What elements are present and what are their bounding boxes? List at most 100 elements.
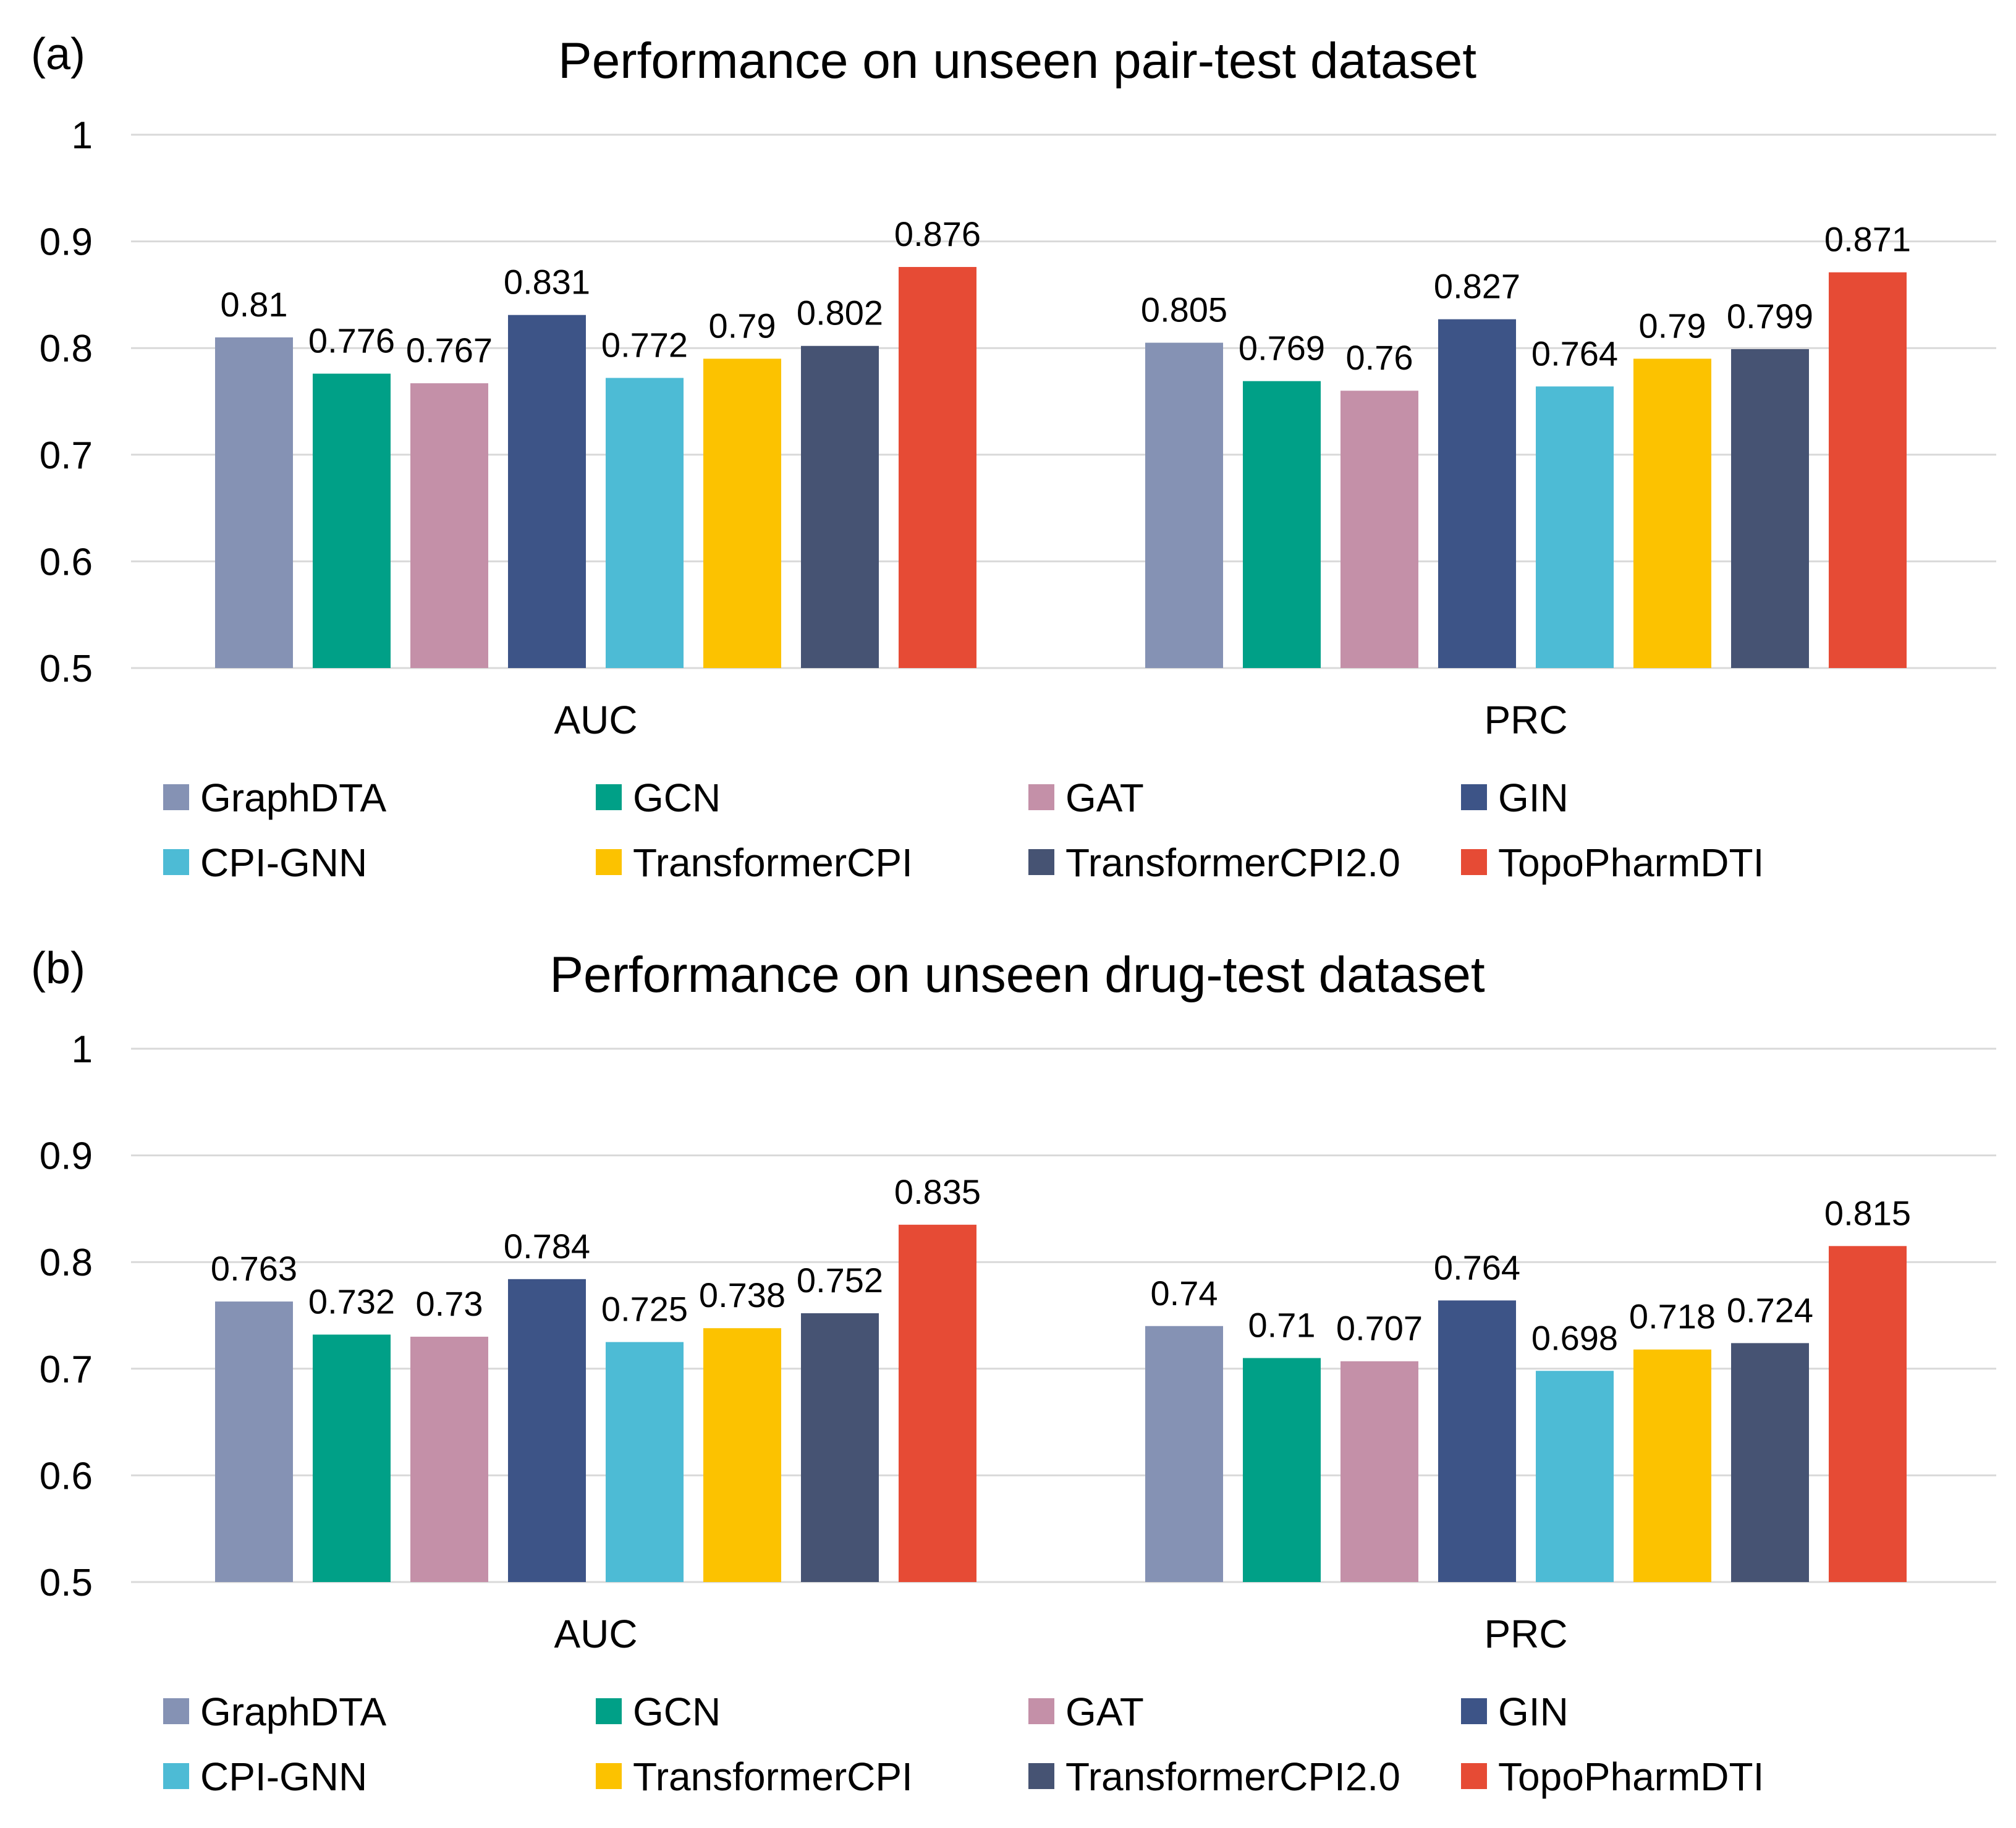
bar — [313, 1334, 391, 1582]
bar — [1438, 1300, 1516, 1582]
bar — [1731, 1343, 1809, 1582]
y-tick-label: 0.8 — [40, 1242, 93, 1284]
y-tick-label: 0.5 — [40, 1562, 93, 1604]
legend-label: GAT — [1065, 776, 1144, 820]
legend-swatch — [163, 1763, 189, 1789]
bar — [1536, 1371, 1614, 1582]
y-tick-label: 0.7 — [40, 1348, 93, 1391]
data-label: 0.71 — [1248, 1306, 1316, 1345]
legend-swatch — [163, 849, 189, 875]
legend-label: GIN — [1498, 1690, 1569, 1734]
category-label: PRC — [1484, 1612, 1567, 1656]
data-label: 0.802 — [797, 294, 883, 332]
legend-label: GraphDTA — [200, 776, 386, 820]
data-label: 0.74 — [1151, 1274, 1218, 1313]
data-label: 0.799 — [1727, 297, 1813, 336]
data-label: 0.732 — [308, 1282, 395, 1321]
data-label: 0.76 — [1346, 338, 1413, 377]
bar — [1243, 1358, 1321, 1582]
bar — [703, 358, 781, 668]
legend-label: CPI-GNN — [200, 1754, 367, 1799]
data-label: 0.763 — [211, 1249, 297, 1288]
data-label: 0.764 — [1531, 334, 1618, 373]
y-tick-label: 0.8 — [40, 328, 93, 370]
data-label: 0.769 — [1239, 329, 1325, 368]
bar — [410, 383, 488, 668]
category-label: PRC — [1484, 698, 1567, 742]
bar — [1536, 386, 1614, 668]
bar — [1340, 1361, 1418, 1582]
data-label: 0.81 — [221, 285, 288, 324]
legend-swatch — [596, 784, 622, 810]
data-label: 0.876 — [894, 214, 981, 253]
data-label: 0.871 — [1824, 220, 1911, 259]
data-label: 0.79 — [709, 306, 776, 345]
legend-swatch — [1028, 849, 1054, 875]
data-label: 0.784 — [504, 1227, 590, 1266]
y-tick-label: 1 — [72, 1028, 93, 1071]
chart-title: Performance on unseen drug-test dataset — [549, 947, 1485, 1003]
bar — [1340, 391, 1418, 668]
legend-label: CPI-GNN — [200, 840, 367, 885]
data-label: 0.805 — [1141, 290, 1227, 329]
bar — [1243, 381, 1321, 668]
bar — [1438, 319, 1516, 668]
y-tick-label: 0.7 — [40, 434, 93, 477]
legend-label: GCN — [633, 776, 721, 820]
bar — [313, 373, 391, 668]
bar — [801, 1313, 879, 1582]
data-label: 0.764 — [1434, 1248, 1520, 1287]
data-label: 0.724 — [1727, 1290, 1813, 1329]
legend-swatch — [1461, 1763, 1487, 1789]
bar — [215, 337, 293, 668]
data-label: 0.718 — [1629, 1297, 1716, 1336]
bar — [1145, 342, 1223, 668]
bar — [606, 1342, 684, 1582]
bar — [1145, 1326, 1223, 1582]
y-tick-label: 0.6 — [40, 1455, 93, 1497]
chart-panel-a: (a) Performance on unseen pair-test data… — [31, 30, 1996, 885]
bar — [1633, 358, 1711, 668]
legend-swatch — [1461, 849, 1487, 875]
data-label: 0.752 — [797, 1261, 883, 1300]
y-tick-label: 0.5 — [40, 648, 93, 690]
bar — [1829, 272, 1907, 668]
data-label: 0.707 — [1336, 1309, 1423, 1348]
legend-swatch — [163, 1698, 189, 1724]
y-tick-label: 1 — [72, 114, 93, 157]
data-label: 0.815 — [1824, 1193, 1911, 1232]
legend-swatch — [596, 849, 622, 875]
data-label: 0.725 — [601, 1290, 688, 1329]
legend-swatch — [1028, 1698, 1054, 1724]
panel-label: (b) — [31, 944, 85, 993]
legend-swatch — [163, 784, 189, 810]
data-label: 0.767 — [406, 331, 493, 370]
legend-swatch — [596, 1698, 622, 1724]
legend-label: GCN — [633, 1690, 721, 1734]
data-label: 0.827 — [1434, 267, 1520, 306]
bar — [508, 1279, 586, 1582]
legend-label: GraphDTA — [200, 1690, 386, 1734]
data-label: 0.698 — [1531, 1318, 1618, 1357]
y-tick-label: 0.9 — [40, 1135, 93, 1178]
legend-label: GAT — [1065, 1690, 1144, 1734]
bar — [899, 1224, 976, 1582]
legend-label: GIN — [1498, 776, 1569, 820]
bar — [606, 378, 684, 668]
data-label: 0.776 — [308, 321, 395, 360]
legend-label: TransformerCPI2.0 — [1065, 840, 1400, 885]
category-label: AUC — [554, 1612, 637, 1656]
legend-label: TransformerCPI — [633, 840, 913, 885]
legend-swatch — [1461, 784, 1487, 810]
data-label: 0.73 — [416, 1284, 483, 1323]
bar — [703, 1328, 781, 1582]
legend-label: TopoPharmDTI — [1498, 840, 1764, 885]
bar — [1731, 349, 1809, 668]
data-label: 0.835 — [894, 1172, 981, 1211]
bar — [1633, 1349, 1711, 1582]
legend-label: TransformerCPI — [633, 1754, 913, 1799]
panel-label: (a) — [31, 30, 85, 79]
bar — [508, 315, 586, 669]
bar — [899, 267, 976, 668]
bar — [1829, 1246, 1907, 1582]
